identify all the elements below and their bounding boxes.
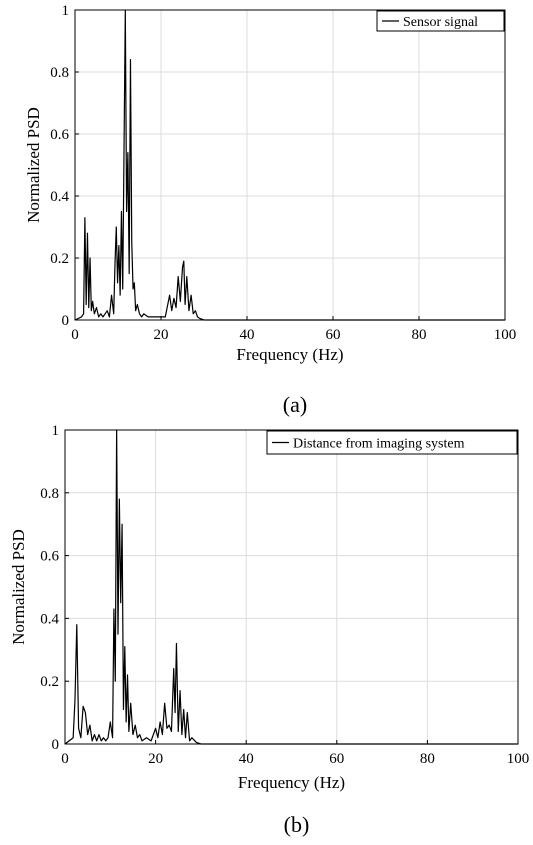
x-axis-label: Frequency (Hz) (238, 773, 345, 792)
x-tick-label: 40 (239, 751, 254, 767)
y-axis-label: Normalized PSD (24, 107, 43, 223)
grid-lines (65, 430, 518, 744)
chart-panel-b: 0 20 40 60 80 100 0 0.2 0.4 0.6 0.8 1 Frequency (Hz… (9, 423, 529, 837)
y-tick-label: 0.6 (50, 127, 69, 143)
grid-lines (75, 10, 505, 320)
y-tick-label: 0 (52, 737, 60, 753)
panel-label-a: (a) (283, 392, 307, 417)
x-tick-label: 0 (71, 327, 79, 343)
legend-box (376, 10, 505, 32)
y-tick-label: 0.2 (50, 251, 69, 267)
x-tick-label: 60 (329, 751, 344, 767)
x-tick-label: 100 (494, 327, 517, 343)
y-tick-label: 1 (62, 3, 70, 19)
distance-line (64, 429, 518, 745)
plot-frame (64, 429, 519, 745)
y-tick-label: 0.4 (50, 189, 69, 205)
legend: Distance from imaging system (266, 430, 518, 455)
plot-frame (74, 9, 506, 321)
legend-box (266, 430, 518, 455)
x-tick-label: 20 (148, 751, 163, 767)
legend-label: Sensor signal (403, 15, 478, 30)
y-tick-label: 0.8 (50, 65, 69, 81)
panel-label-b: (b) (284, 812, 310, 837)
x-tick-label: 100 (507, 751, 530, 767)
sensor-signal-line (74, 9, 505, 321)
chart-panel-a: 0 20 40 60 80 100 0 0.2 0.4 0.6 0.8 1 Frequency (Hz… (24, 3, 516, 417)
x-tick-label: 80 (420, 751, 435, 767)
x-tick-label: 60 (326, 327, 341, 343)
y-tick-label: 0.8 (40, 486, 59, 502)
axis-ticks: 0 20 40 60 80 100 0 0.2 0.4 0.6 0.8 1 (50, 3, 516, 343)
legend: Sensor signal (376, 10, 505, 32)
y-tick-label: 0 (62, 313, 70, 329)
x-tick-label: 20 (154, 327, 169, 343)
y-tick-label: 0.2 (40, 674, 59, 690)
y-tick-label: 0.6 (40, 549, 59, 565)
x-tick-label: 40 (240, 327, 255, 343)
x-tick-label: 0 (61, 751, 69, 767)
x-tick-label: 80 (412, 327, 427, 343)
y-axis-label: Normalized PSD (9, 529, 28, 645)
legend-label: Distance from imaging system (293, 437, 465, 452)
y-tick-label: 1 (52, 423, 60, 439)
y-tick-label: 0.4 (40, 611, 59, 627)
axis-ticks: 0 20 40 60 80 100 0 0.2 0.4 0.6 0.8 1 (40, 423, 529, 767)
x-axis-label: Frequency (Hz) (236, 345, 343, 364)
